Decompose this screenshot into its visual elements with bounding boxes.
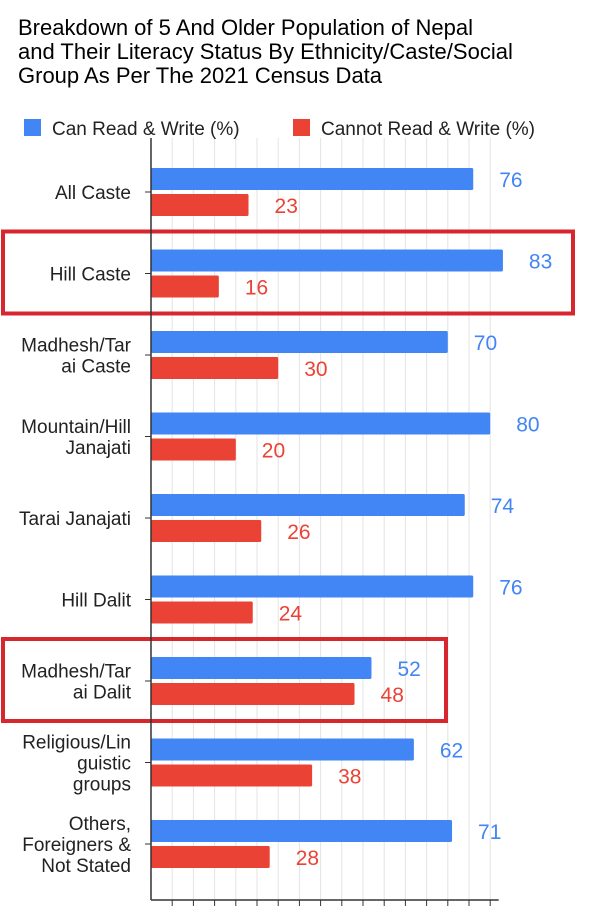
highlight-box bbox=[1, 637, 448, 723]
bar bbox=[151, 194, 249, 216]
bar bbox=[151, 683, 355, 705]
bar bbox=[151, 764, 313, 787]
bar bbox=[151, 438, 236, 461]
bar bbox=[151, 412, 491, 435]
data-label: 20 bbox=[262, 440, 285, 463]
bar bbox=[151, 738, 414, 761]
data-label: 38 bbox=[338, 766, 361, 789]
bar bbox=[151, 357, 279, 379]
data-label: 52 bbox=[397, 658, 420, 681]
chart-title-line-3: Group As Per The 2021 Census Data bbox=[18, 63, 383, 88]
bar bbox=[151, 275, 219, 298]
data-label: 24 bbox=[279, 603, 303, 626]
category-label: Madhesh/Tar ai Dalit bbox=[21, 662, 132, 704]
data-label: 83 bbox=[529, 251, 552, 274]
data-label: 62 bbox=[440, 740, 463, 763]
category-label: All Caste bbox=[55, 183, 131, 204]
data-label: 76 bbox=[499, 169, 522, 192]
data-label: 23 bbox=[275, 195, 298, 218]
data-label: 74 bbox=[491, 495, 515, 518]
category-label: Others, Foreigners & Not Stated bbox=[22, 814, 131, 877]
legend-swatch-2 bbox=[293, 119, 310, 136]
chart-title-line-1: Breakdown of 5 And Older Population of N… bbox=[18, 15, 473, 40]
data-label: 16 bbox=[245, 277, 268, 300]
chart-title: Breakdown of 5 And Older Population of N… bbox=[18, 16, 588, 88]
bar bbox=[151, 168, 474, 190]
highlight-box bbox=[1, 229, 575, 316]
category-label: Tarai Janajati bbox=[19, 509, 131, 530]
category-label: Hill Caste bbox=[50, 265, 131, 286]
bar bbox=[151, 601, 253, 624]
data-label: 30 bbox=[304, 358, 327, 381]
data-label: 71 bbox=[478, 821, 501, 844]
bar bbox=[151, 249, 503, 272]
category-label: Religious/Lin guistic groups bbox=[22, 733, 131, 796]
category-label: Hill Dalit bbox=[61, 591, 131, 612]
legend-label-1: Can Read & Write (%) bbox=[52, 119, 240, 140]
legend-swatch-1 bbox=[24, 119, 41, 136]
chart-title-line-2: and Their Literacy Status By Ethnicity/C… bbox=[18, 39, 513, 64]
data-label: 28 bbox=[296, 847, 319, 870]
bar bbox=[151, 575, 474, 598]
bar bbox=[151, 520, 262, 542]
category-label: Mountain/Hill Janajati bbox=[21, 417, 131, 459]
bar bbox=[151, 657, 372, 679]
category-label: Madhesh/Tar ai Caste bbox=[21, 336, 132, 378]
legend-label-2: Cannot Read & Write (%) bbox=[321, 119, 535, 140]
data-label: 80 bbox=[516, 414, 539, 437]
bar bbox=[151, 494, 465, 516]
bar bbox=[151, 820, 453, 842]
data-label: 76 bbox=[499, 577, 522, 600]
data-label: 70 bbox=[474, 332, 497, 355]
data-label: 26 bbox=[287, 521, 310, 544]
data-label: 48 bbox=[381, 684, 404, 707]
bar bbox=[151, 331, 448, 353]
bar bbox=[151, 846, 270, 868]
